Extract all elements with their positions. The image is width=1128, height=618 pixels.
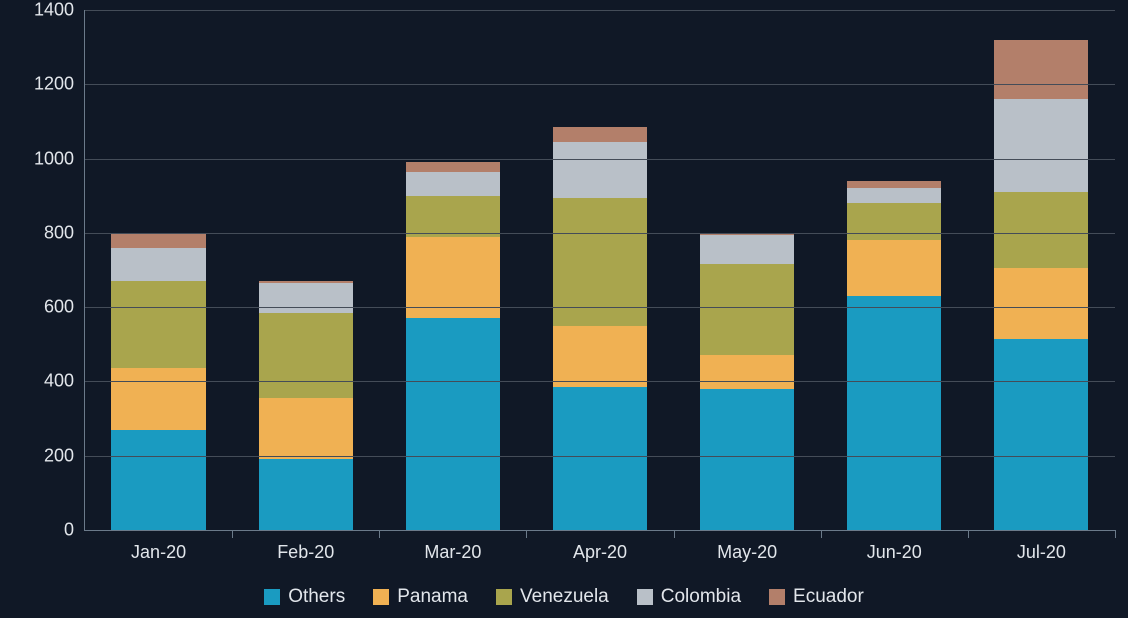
legend-label: Colombia [661, 586, 741, 608]
gridline [85, 233, 1115, 234]
y-tick-label: 800 [14, 222, 74, 243]
bar-segment [847, 240, 941, 296]
bar-segment [553, 142, 647, 198]
bar-stack [553, 127, 647, 530]
y-tick-label: 1400 [14, 0, 74, 21]
bar-segment [553, 387, 647, 530]
bar-segment [700, 355, 794, 388]
x-tick-label: May-20 [674, 542, 821, 563]
x-tick-mark [379, 530, 526, 531]
legend-item: Venezuela [496, 586, 609, 608]
gridline [85, 84, 1115, 85]
bar-segment [994, 339, 1088, 530]
x-tick-mark [526, 530, 673, 531]
legend-swatch [769, 589, 785, 605]
bar-segment [553, 127, 647, 142]
y-tick-label: 0 [14, 520, 74, 541]
legend-label: Ecuador [793, 586, 864, 608]
bar-segment [259, 398, 353, 459]
legend-label: Venezuela [520, 586, 609, 608]
legend-item: Ecuador [769, 586, 864, 608]
bar-slot: Feb-20 [232, 10, 379, 530]
bar-segment [111, 368, 205, 429]
y-tick-label: 600 [14, 297, 74, 318]
bar-segment [847, 181, 941, 188]
bar-segment [994, 192, 1088, 268]
bar-segment [111, 248, 205, 281]
bar-segment [700, 389, 794, 530]
x-tick-mark [674, 530, 821, 531]
bar-segment [847, 296, 941, 530]
x-tick-label: Jul-20 [968, 542, 1115, 563]
bar-stack [259, 281, 353, 530]
legend: Others Panama Venezuela Colombia Ecuador [0, 586, 1128, 608]
bar-segment [994, 268, 1088, 339]
x-tick-label: Feb-20 [232, 542, 379, 563]
gridline [85, 307, 1115, 308]
legend-swatch [264, 589, 280, 605]
bar-segment [406, 318, 500, 530]
bar-slot: Mar-20 [379, 10, 526, 530]
bar-segment [994, 40, 1088, 99]
plot-area: Jan-20Feb-20Mar-20Apr-20May-20Jun-20Jul-… [84, 10, 1115, 531]
bar-segment [111, 430, 205, 530]
y-tick-label: 200 [14, 445, 74, 466]
gridline [85, 159, 1115, 160]
bar-segment [406, 172, 500, 196]
bar-segment [259, 313, 353, 398]
y-tick-label: 1200 [14, 74, 74, 95]
bar-slot: May-20 [674, 10, 821, 530]
gridline [85, 381, 1115, 382]
legend-item: Panama [373, 586, 468, 608]
bar-segment [406, 237, 500, 319]
bar-segment [406, 196, 500, 237]
legend-label: Others [288, 586, 345, 608]
legend-item: Colombia [637, 586, 741, 608]
bar-segment [847, 203, 941, 240]
bar-segment [406, 162, 500, 171]
gridline [85, 456, 1115, 457]
bar-stack [406, 162, 500, 530]
x-tick-mark [85, 530, 232, 531]
bar-segment [847, 188, 941, 203]
x-tick-label: Apr-20 [526, 542, 673, 563]
x-tick-mark [821, 530, 968, 531]
bar-segment [111, 281, 205, 368]
x-tick-mark [968, 530, 1115, 531]
bar-segment [111, 233, 205, 248]
bar-slot: Jan-20 [85, 10, 232, 530]
bar-segment [700, 264, 794, 355]
stacked-bar-chart: Jan-20Feb-20Mar-20Apr-20May-20Jun-20Jul-… [0, 0, 1128, 618]
x-tick-label: Jan-20 [85, 542, 232, 563]
bar-segment [259, 283, 353, 313]
legend-label: Panama [397, 586, 468, 608]
legend-swatch [496, 589, 512, 605]
y-tick-label: 400 [14, 371, 74, 392]
y-tick-label: 1000 [14, 148, 74, 169]
bar-slot: Apr-20 [526, 10, 673, 530]
gridline [85, 10, 1115, 11]
bars-container: Jan-20Feb-20Mar-20Apr-20May-20Jun-20Jul-… [85, 10, 1115, 530]
bar-slot: Jun-20 [821, 10, 968, 530]
legend-item: Others [264, 586, 345, 608]
legend-swatch [373, 589, 389, 605]
x-tick-mark [232, 530, 379, 531]
bar-segment [259, 459, 353, 530]
bar-segment [553, 326, 647, 387]
bar-segment [994, 99, 1088, 192]
bar-slot: Jul-20 [968, 10, 1115, 530]
bar-segment [700, 235, 794, 265]
legend-swatch [637, 589, 653, 605]
x-tick-label: Jun-20 [821, 542, 968, 563]
x-tick-label: Mar-20 [379, 542, 526, 563]
